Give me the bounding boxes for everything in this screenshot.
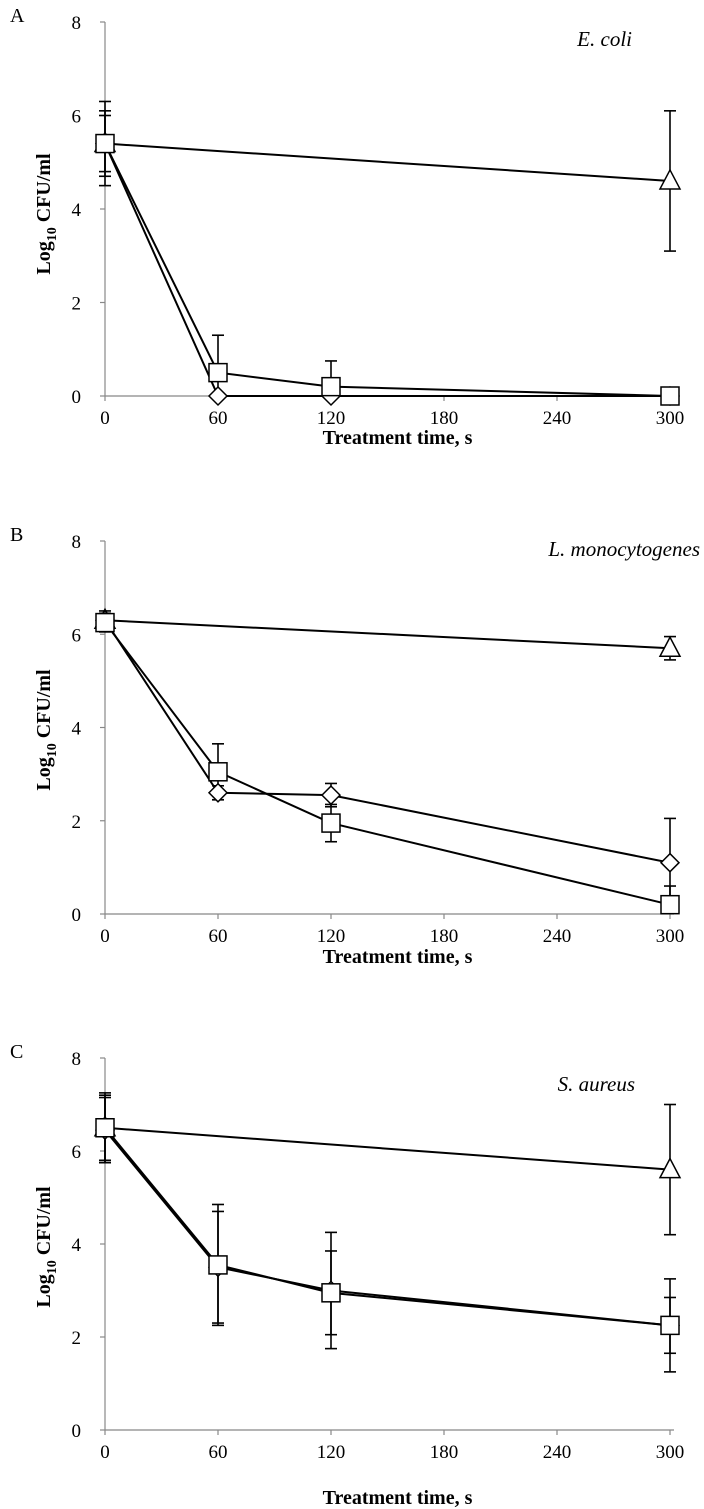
point-diamond [659,852,681,873]
panel-letter: A [10,5,25,27]
point-square [321,813,341,833]
x-tick-label: 60 [209,1442,228,1463]
point-diamond [207,782,229,803]
x-tick-label: 120 [317,926,346,947]
series-diamond-line [104,1129,671,1327]
x-tick-label: 180 [430,408,459,429]
x-tick-label: 60 [209,926,228,947]
x-tick-label: 180 [430,926,459,947]
y-tick-label: 4 [72,200,82,221]
series-triangle [99,1092,676,1236]
series-diamond-line [104,143,670,397]
y-tick-label: 0 [72,387,82,408]
series-square [99,114,671,397]
species-label: E. coli [576,27,632,51]
point-square [95,612,115,633]
x-tick-label: 180 [430,1442,459,1463]
y-tick-label: 6 [72,1142,82,1163]
species-label: L. monocytogenes [547,537,700,561]
point-triangle [658,168,682,190]
point-square [95,1118,115,1138]
x-tick-label: 0 [100,926,110,947]
y-tick-label: 0 [72,905,82,926]
point-square [321,1283,341,1303]
panel-letter: B [10,524,23,546]
x-axis-label: Treatment time, s [323,427,473,449]
point-square [660,386,680,406]
x-tick-label: 300 [656,926,685,947]
panel-letter: C [10,1041,23,1063]
x-tick-label: 120 [317,408,346,429]
series-diamond [99,1096,676,1373]
x-tick-label: 240 [543,926,572,947]
point-diamond [320,785,342,806]
y-tick-label: 8 [72,13,82,34]
x-tick-label: 0 [100,408,110,429]
y-tick-label: 0 [72,1421,82,1442]
y-tick-label: 6 [72,107,82,128]
series-diamond-line [104,619,671,864]
point-triangle [658,1156,682,1179]
panel-a: A E. coli 0 2 4 6 8 0 60 120 180 240 300 Treatment ti… [10,5,684,449]
series-square-line [104,143,671,397]
point-square [208,362,228,383]
series-square-line [104,621,671,906]
species-label: S. aureus [558,1072,635,1096]
series-square [99,612,676,914]
y-tick-label: 4 [72,719,82,740]
y-tick-label: 2 [72,812,82,833]
y-tick-label: 4 [72,1235,82,1256]
y-axis-label: Log10 CFU/ml [33,669,60,791]
series-diamond [99,610,676,908]
point-square [208,762,228,782]
x-tick-label: 240 [543,1442,572,1463]
series-triangle-line [104,619,671,650]
point-diamond [207,385,229,407]
series-square-line [104,1127,671,1327]
y-tick-label: 2 [72,294,82,315]
y-tick-label: 8 [72,1049,82,1070]
series-triangle [99,100,676,252]
series-diamond [99,110,670,397]
point-square [95,133,115,154]
series-triangle-line [104,1126,671,1171]
point-triangle [658,635,682,657]
x-tick-label: 60 [209,408,228,429]
x-axis-label: Treatment time, s [323,1487,473,1509]
point-square [321,376,341,397]
y-tick-label: 2 [72,1328,82,1349]
y-tick-label: 6 [72,625,82,646]
x-tick-label: 300 [656,1442,685,1463]
point-square [208,1255,228,1275]
y-tick-label: 8 [72,532,82,553]
x-tick-label: 0 [100,1442,110,1463]
x-tick-label: 300 [656,408,685,429]
point-square [660,894,680,915]
x-tick-label: 240 [543,408,572,429]
panel-b: B L. monocytogenes 0 2 4 6 8 0 60 120 180 240 300 Tre… [10,524,700,968]
y-axis-label: Log10 CFU/ml [33,153,60,275]
series-triangle [99,612,676,661]
x-tick-label: 120 [317,1442,346,1463]
series-triangle-line [104,142,671,182]
y-axis-label: Log10 CFU/ml [33,1186,60,1308]
panel-c: C S. aureus 0 2 4 6 8 0 60 120 180 240 300 Treatment … [10,1041,684,1509]
point-square [660,1315,680,1336]
x-axis-label: Treatment time, s [323,946,473,968]
